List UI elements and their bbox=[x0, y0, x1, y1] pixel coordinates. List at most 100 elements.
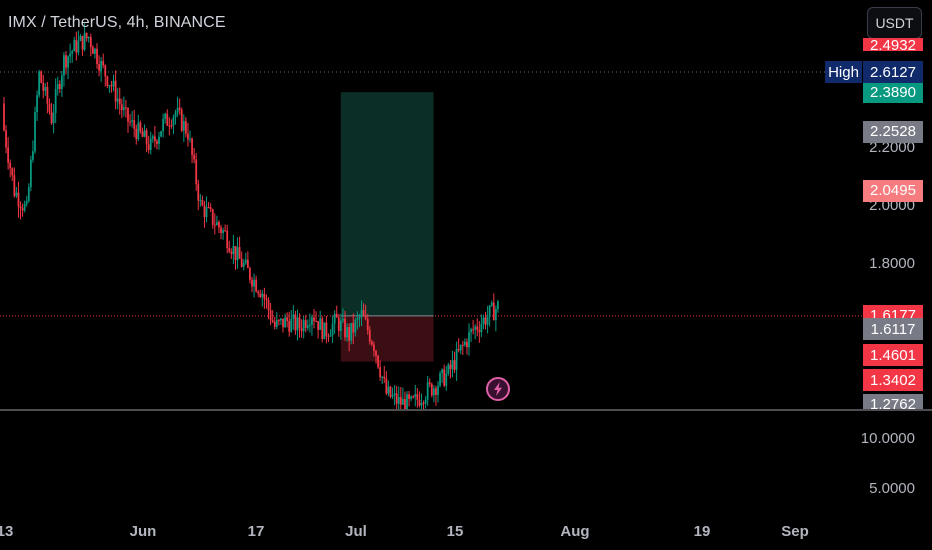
candle bbox=[168, 117, 171, 136]
candle bbox=[67, 55, 69, 80]
symbol-title: IMX / TetherUS, 4h, BINANCE bbox=[8, 14, 226, 31]
time-axis[interactable]: 13 Jun 17 Jul 15 Aug 19 Sep bbox=[0, 523, 809, 540]
volume-axis: 10.0000 5.0000 bbox=[861, 430, 915, 497]
candle bbox=[56, 76, 59, 96]
candle bbox=[333, 310, 336, 334]
candle bbox=[253, 273, 255, 298]
lightning-icon[interactable] bbox=[486, 377, 510, 401]
candle bbox=[170, 119, 173, 129]
candle bbox=[364, 304, 367, 321]
candle bbox=[96, 43, 98, 69]
candle bbox=[50, 103, 53, 125]
candle bbox=[236, 237, 239, 269]
candle bbox=[187, 122, 189, 147]
price-tag: 1.2762 bbox=[863, 394, 923, 409]
candle bbox=[397, 386, 400, 409]
candle bbox=[21, 203, 24, 217]
candle bbox=[218, 220, 220, 234]
candle bbox=[207, 201, 210, 209]
candle bbox=[69, 43, 72, 64]
long-position-tool[interactable] bbox=[340, 92, 434, 362]
loss-zone[interactable] bbox=[340, 315, 434, 362]
candle bbox=[193, 147, 196, 164]
time-tick-label: 15 bbox=[447, 523, 464, 540]
time-tick-label: 19 bbox=[694, 523, 711, 540]
high-label: High bbox=[825, 61, 862, 83]
candle bbox=[230, 248, 233, 259]
price-tag: 1.4601 bbox=[863, 344, 923, 366]
candle bbox=[91, 45, 94, 54]
price-tick-label: 1.8000 bbox=[869, 255, 915, 272]
candle bbox=[164, 112, 167, 124]
currency-button[interactable]: USDT bbox=[867, 7, 922, 39]
candle bbox=[453, 351, 456, 373]
candle bbox=[178, 98, 181, 115]
candle bbox=[176, 96, 179, 117]
candle bbox=[375, 349, 377, 364]
candle bbox=[255, 275, 258, 293]
candle bbox=[44, 83, 47, 96]
profit-zone[interactable] bbox=[340, 92, 434, 316]
candle bbox=[120, 98, 123, 119]
candle bbox=[182, 114, 185, 142]
time-tick-label: Aug bbox=[560, 523, 589, 540]
candle bbox=[449, 359, 452, 379]
candle bbox=[296, 309, 299, 341]
candle bbox=[325, 315, 328, 344]
candle bbox=[160, 130, 162, 138]
time-tick-label: Jun bbox=[130, 523, 157, 540]
candle bbox=[298, 313, 301, 338]
candle bbox=[352, 313, 355, 344]
candle bbox=[443, 364, 446, 388]
candle bbox=[85, 32, 88, 42]
candle bbox=[335, 305, 338, 318]
price-tag: 2.2528 bbox=[863, 120, 923, 143]
candle bbox=[209, 203, 212, 213]
candle bbox=[149, 131, 152, 155]
candle bbox=[273, 316, 276, 330]
candle bbox=[191, 137, 193, 164]
candle bbox=[81, 35, 84, 56]
candle bbox=[439, 370, 441, 388]
candle bbox=[275, 312, 278, 330]
candle bbox=[445, 366, 448, 391]
candle bbox=[15, 187, 18, 198]
candle bbox=[257, 289, 260, 298]
candle bbox=[180, 107, 183, 133]
candle bbox=[240, 251, 243, 268]
candle bbox=[27, 183, 30, 203]
price-tick-label: 2.2000 bbox=[869, 139, 915, 156]
candle bbox=[432, 385, 435, 403]
candle bbox=[131, 111, 134, 128]
candle bbox=[387, 380, 390, 397]
candle bbox=[106, 75, 109, 89]
candle bbox=[269, 302, 272, 326]
candle bbox=[224, 224, 227, 232]
candle bbox=[232, 234, 235, 265]
candle bbox=[313, 309, 315, 329]
candle bbox=[234, 245, 237, 270]
candle bbox=[114, 70, 117, 110]
candle bbox=[478, 321, 481, 343]
candle bbox=[329, 329, 332, 337]
candle bbox=[404, 391, 406, 409]
candle bbox=[494, 305, 497, 332]
candle bbox=[215, 215, 218, 226]
candle bbox=[428, 378, 431, 388]
candle bbox=[356, 311, 359, 330]
candle bbox=[48, 98, 51, 115]
candle bbox=[29, 155, 32, 192]
candle bbox=[492, 293, 495, 321]
candle bbox=[393, 385, 396, 406]
candle bbox=[94, 47, 96, 59]
candle bbox=[474, 324, 477, 340]
candle bbox=[331, 315, 334, 344]
candle bbox=[102, 53, 105, 69]
candle bbox=[381, 375, 384, 385]
candle bbox=[143, 124, 146, 138]
candle bbox=[480, 314, 483, 337]
candle bbox=[89, 33, 92, 57]
price-tag: 2.4932 bbox=[863, 38, 923, 51]
